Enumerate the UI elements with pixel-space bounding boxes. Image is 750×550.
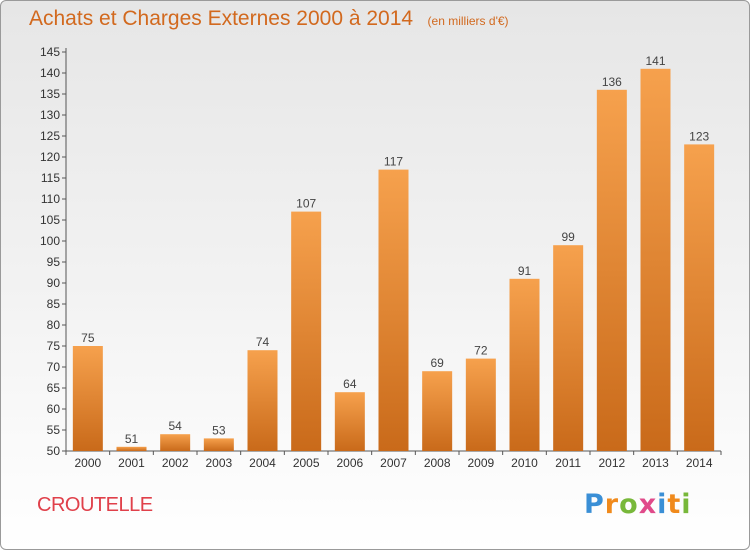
logo-letter: o (619, 489, 639, 520)
y-tick-label: 100 (40, 234, 60, 248)
y-tick-label: 115 (41, 171, 60, 185)
bar-2004 (247, 350, 278, 451)
x-tick-label: 2004 (249, 456, 276, 470)
bar-2005 (291, 211, 322, 451)
y-tick-label: 105 (40, 213, 60, 227)
bar-2008 (422, 371, 453, 451)
y-tick-label: 90 (47, 276, 61, 290)
x-tick-label: 2005 (293, 456, 320, 470)
x-tick-label: 2003 (205, 456, 232, 470)
y-tick-label: 70 (47, 360, 61, 374)
data-label: 141 (645, 54, 665, 68)
bar-2007 (378, 169, 409, 451)
chart-title: Achats et Charges Externes 2000 à 2014 (29, 7, 414, 30)
bar-2003 (203, 438, 234, 451)
y-tick-label: 135 (40, 87, 60, 101)
bar-2010 (509, 278, 540, 451)
data-label: 123 (689, 129, 709, 143)
y-tick-label: 55 (47, 423, 61, 437)
proxiti-logo: Proxiti (584, 489, 692, 520)
x-tick-label: 2000 (74, 456, 101, 470)
y-tick-label: 80 (47, 318, 61, 332)
data-label: 53 (212, 423, 226, 437)
data-label: 136 (602, 75, 622, 89)
logo-letter: x (638, 489, 658, 520)
chart-title-block: Achats et Charges Externes 2000 à 2014 (… (29, 7, 509, 31)
x-tick-label: 2010 (511, 456, 538, 470)
y-tick-label: 120 (40, 150, 60, 164)
chart-unit-note: (en milliers d'€) (427, 14, 509, 28)
bar-2001 (116, 446, 147, 451)
data-label: 51 (125, 432, 139, 446)
y-tick-label: 65 (47, 381, 61, 395)
data-label: 69 (430, 356, 444, 370)
x-tick-label: 2007 (380, 456, 407, 470)
bar-2006 (334, 392, 365, 451)
bar-2014 (684, 144, 715, 451)
x-tick-label: 2009 (467, 456, 494, 470)
y-tick-label: 60 (47, 402, 61, 416)
logo-letter: t (667, 489, 682, 520)
data-label: 75 (81, 331, 95, 345)
logo-letter: i (681, 489, 692, 520)
x-tick-label: 2012 (598, 456, 625, 470)
data-label: 99 (561, 230, 575, 244)
data-label: 72 (474, 344, 488, 358)
logo-letter: r (604, 489, 620, 520)
data-label: 91 (518, 264, 532, 278)
y-tick-label: 85 (47, 297, 61, 311)
logo-letter: P (584, 489, 605, 520)
x-tick-label: 2001 (118, 456, 145, 470)
bar-2009 (465, 358, 496, 451)
bar-2012 (596, 89, 627, 452)
x-tick-label: 2014 (686, 456, 713, 470)
y-tick-label: 95 (47, 255, 61, 269)
y-tick-label: 110 (41, 192, 60, 206)
y-tick-label: 145 (40, 45, 60, 59)
y-tick-label: 125 (40, 129, 60, 143)
y-tick-label: 50 (47, 444, 61, 458)
bar-2013 (640, 68, 671, 452)
bar-2011 (553, 245, 584, 451)
data-label: 74 (256, 335, 270, 349)
x-tick-label: 2013 (642, 456, 669, 470)
data-label: 117 (384, 155, 403, 169)
data-label: 107 (296, 197, 316, 211)
logo-letter: i (657, 489, 668, 520)
y-tick-label: 75 (47, 339, 61, 353)
data-label: 64 (343, 377, 357, 391)
bar-2002 (160, 434, 191, 451)
x-tick-label: 2011 (555, 456, 581, 470)
x-tick-label: 2006 (336, 456, 363, 470)
x-tick-label: 2008 (424, 456, 451, 470)
commune-name: CROUTELLE (37, 494, 153, 516)
bar-2000 (72, 346, 103, 451)
x-tick-label: 2002 (162, 456, 189, 470)
y-tick-label: 130 (40, 108, 60, 122)
data-label: 54 (168, 419, 182, 433)
y-tick-label: 140 (40, 66, 60, 80)
